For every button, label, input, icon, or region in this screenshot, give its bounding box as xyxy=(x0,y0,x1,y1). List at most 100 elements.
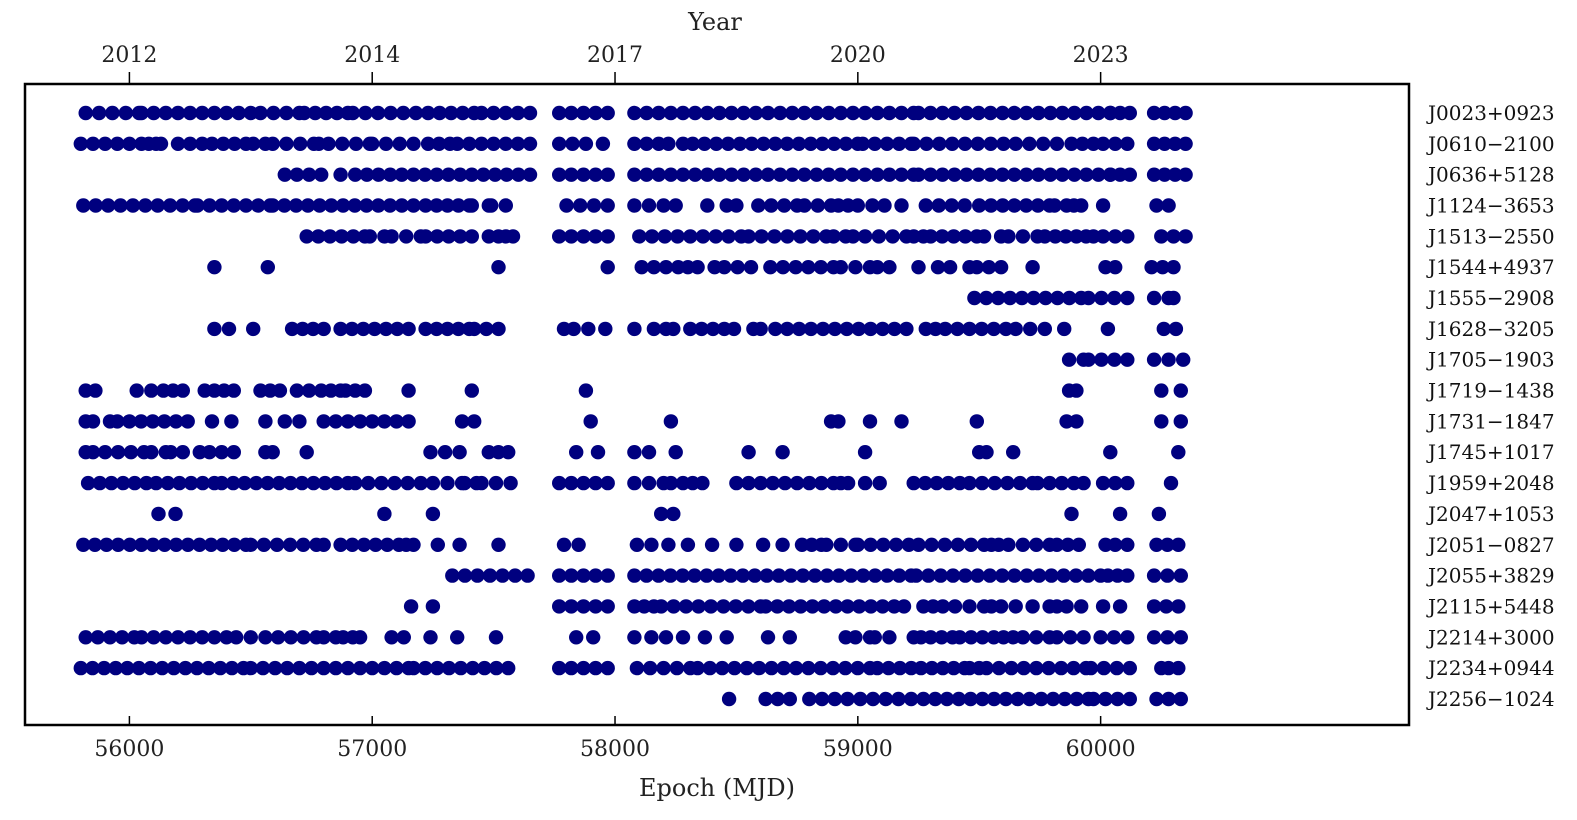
observation-point xyxy=(335,136,350,151)
observation-point xyxy=(586,198,602,213)
observation-point xyxy=(482,568,498,583)
observation-point xyxy=(729,198,744,213)
observation-point xyxy=(690,660,705,676)
observation-point xyxy=(736,105,751,121)
observation-point xyxy=(1122,660,1138,676)
observation-point xyxy=(202,445,217,460)
observation-point xyxy=(995,105,1010,121)
observation-point xyxy=(838,136,854,151)
observation-point xyxy=(894,167,909,182)
observation-point xyxy=(440,321,455,337)
observation-point xyxy=(1146,599,1162,614)
observation-point xyxy=(963,630,979,645)
pulsar-label: J2256−1024 xyxy=(1426,687,1555,711)
observation-point xyxy=(911,167,926,182)
observation-point xyxy=(476,167,491,182)
observation-point xyxy=(654,599,669,614)
observation-point xyxy=(352,660,368,676)
observation-point xyxy=(243,660,258,676)
observation-point xyxy=(357,383,373,398)
observation-point xyxy=(418,198,433,213)
observation-point xyxy=(741,475,756,491)
observation-point xyxy=(1144,260,1159,275)
observation-point xyxy=(646,260,662,275)
observation-point xyxy=(911,260,926,275)
observation-point xyxy=(322,229,338,244)
observation-point xyxy=(697,630,713,645)
observation-point xyxy=(809,167,824,182)
observation-point xyxy=(702,660,718,676)
observation-point xyxy=(894,414,909,429)
observation-point xyxy=(957,198,972,213)
observation-point xyxy=(143,660,158,676)
observation-point xyxy=(600,660,615,676)
observation-point xyxy=(389,414,404,429)
observation-point xyxy=(739,660,754,676)
observation-point xyxy=(510,136,526,151)
observation-point xyxy=(362,229,377,244)
observation-point xyxy=(1166,229,1181,244)
observation-point xyxy=(260,475,275,491)
top-axis-title: Year xyxy=(687,8,742,36)
observation-point xyxy=(166,660,181,676)
observation-point xyxy=(85,414,101,429)
observation-point xyxy=(146,630,161,645)
observation-point xyxy=(464,229,479,244)
observation-point xyxy=(588,105,603,121)
observation-point xyxy=(821,167,836,182)
observation-point xyxy=(488,475,504,491)
observation-point xyxy=(498,198,513,213)
observation-point xyxy=(576,475,591,491)
year-tick-label: 2012 xyxy=(101,43,157,68)
observation-point xyxy=(935,105,950,121)
observation-point xyxy=(639,167,654,182)
observation-point xyxy=(282,537,298,552)
observation-point xyxy=(552,599,567,614)
observation-point xyxy=(216,136,231,151)
observation-point xyxy=(180,414,195,429)
observation-point xyxy=(793,229,808,244)
observation-point xyxy=(406,167,421,182)
observation-point xyxy=(224,660,240,676)
observation-point xyxy=(771,568,787,583)
observation-point xyxy=(312,198,327,213)
observation-point xyxy=(743,260,759,275)
observation-point xyxy=(974,321,989,337)
observation-point xyxy=(770,599,785,614)
observation-point xyxy=(780,321,795,337)
observation-point xyxy=(803,321,819,337)
observation-point xyxy=(192,537,207,552)
observation-point xyxy=(712,105,727,121)
observation-point xyxy=(1069,383,1084,398)
observation-point xyxy=(97,445,113,460)
observation-point xyxy=(231,105,246,121)
observation-point xyxy=(703,599,719,614)
year-tick-label: 2020 xyxy=(830,43,886,68)
x-tick-label: 58000 xyxy=(580,737,650,762)
observation-point xyxy=(1178,167,1193,182)
observation-point xyxy=(833,105,848,121)
observation-point xyxy=(627,321,642,337)
observation-point xyxy=(857,475,873,491)
observation-point xyxy=(1022,136,1037,151)
observation-point xyxy=(697,136,712,151)
observation-point xyxy=(1122,105,1138,121)
observation-point xyxy=(80,475,96,491)
observation-point xyxy=(564,660,579,676)
observation-point xyxy=(1086,691,1101,707)
observation-point xyxy=(723,568,738,583)
observation-point xyxy=(384,229,399,244)
observation-point xyxy=(1107,352,1122,367)
observation-point xyxy=(987,475,1002,491)
observation-point xyxy=(1029,660,1044,676)
observation-point xyxy=(963,691,978,707)
observation-point xyxy=(175,198,190,213)
observation-point xyxy=(486,105,501,121)
observation-point xyxy=(1157,167,1172,182)
observation-point xyxy=(1001,537,1016,552)
observation-point xyxy=(1106,630,1122,645)
observation-point xyxy=(1001,229,1016,244)
observation-point xyxy=(576,229,591,244)
observation-point xyxy=(301,167,317,182)
observation-point xyxy=(765,475,780,491)
